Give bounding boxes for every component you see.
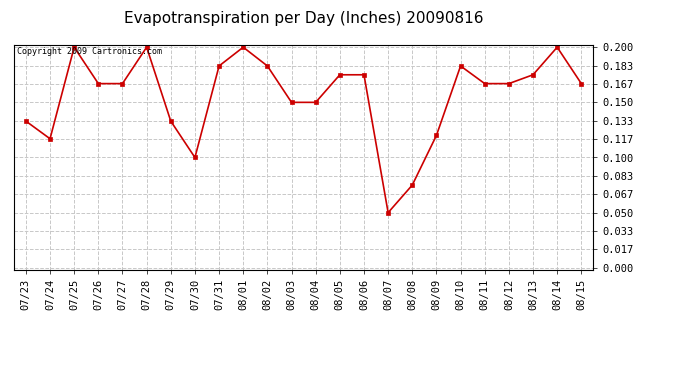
Text: Copyright 2009 Cartronics.com: Copyright 2009 Cartronics.com xyxy=(17,47,161,56)
Text: Evapotranspiration per Day (Inches) 20090816: Evapotranspiration per Day (Inches) 2009… xyxy=(124,11,484,26)
